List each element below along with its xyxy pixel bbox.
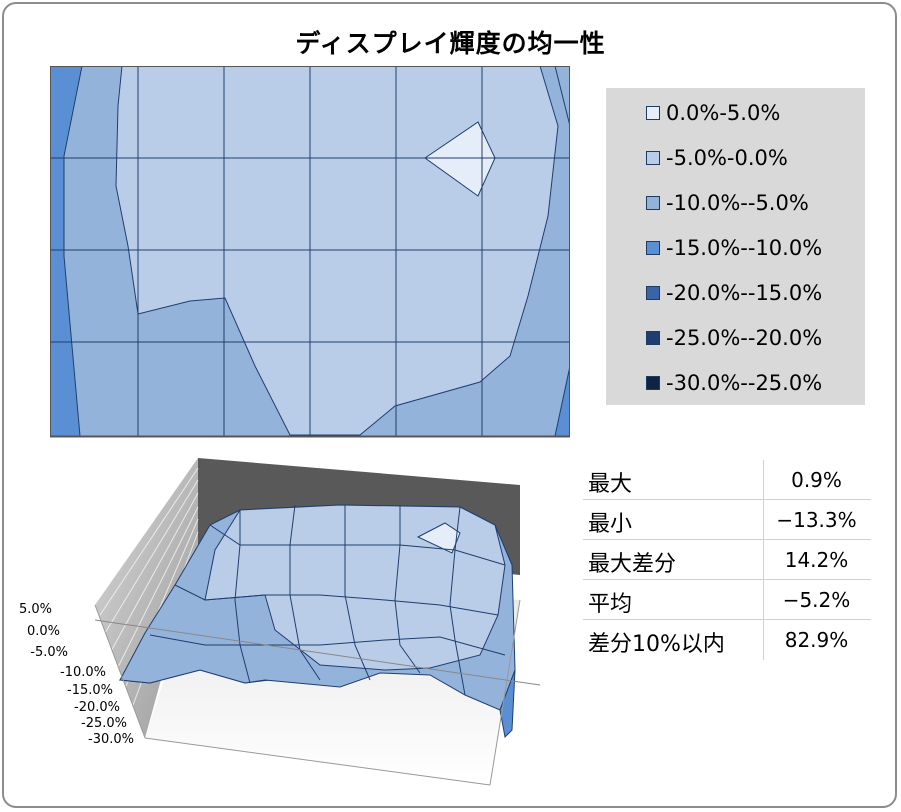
stat-label-min: 最小 — [588, 512, 633, 537]
surface-z-axis — [94, 604, 146, 739]
legend-item: -20.0%--15.0% — [646, 280, 822, 306]
legend-swatch — [646, 331, 660, 345]
stat-value-max-diff: 14.2% — [784, 548, 849, 572]
surface-floor-edge — [144, 737, 491, 786]
legend-swatch — [646, 196, 660, 210]
z-tick-label: -20.0% — [74, 700, 120, 715]
surface-grid — [149, 504, 506, 696]
surface-z-ticks: 5.0% 0.0% -5.0% -10.0% -15.0% -20.0% -25… — [19, 602, 134, 747]
z-tick-label: 0.0% — [27, 624, 60, 639]
stats-table: 最大 0.9% 最小 −13.3% 最大差分 14.2% 平均 −5.2% 差分… — [583, 460, 875, 660]
legend-swatch — [646, 151, 660, 165]
legend-label: -30.0%--25.0% — [666, 371, 823, 395]
contour-grid — [50, 66, 570, 436]
stats-row: 最小 −13.3% — [583, 500, 875, 540]
z-tick-label: 5.0% — [19, 602, 52, 617]
legend-item: -25.0%--20.0% — [646, 325, 822, 351]
stat-label-within-10: 差分10%以内 — [588, 632, 725, 657]
legend-label: -20.0%--15.0% — [666, 281, 823, 305]
legend-label: 0.0%-5.0% — [666, 101, 781, 125]
stats-row: 最大 0.9% — [583, 460, 875, 500]
legend-item: -10.0%--5.0% — [646, 190, 809, 216]
surface-zero-plane-line — [94, 619, 541, 686]
legend-swatch — [646, 241, 660, 255]
stats-row: 最大差分 14.2% — [583, 540, 875, 580]
z-tick-label: -30.0% — [88, 732, 134, 747]
legend-item: 0.0%-5.0% — [646, 100, 780, 126]
stat-value-max: 0.9% — [791, 468, 842, 492]
legend-swatch — [646, 286, 660, 300]
z-tick-label: -5.0% — [30, 645, 68, 660]
legend-item: -15.0%--10.0% — [646, 235, 822, 261]
legend-item: -5.0%-0.0% — [646, 145, 788, 171]
surface-right-edge — [499, 669, 516, 739]
stat-value-within-10: 82.9% — [784, 628, 849, 652]
stat-value-average: −5.2% — [782, 588, 851, 612]
stats-row: 差分10%以内 82.9% — [583, 620, 875, 660]
surface-chart: 5.0% 0.0% -5.0% -10.0% -15.0% -20.0% -25… — [19, 458, 541, 786]
stat-label-max: 最大 — [588, 472, 633, 497]
stat-label-average: 平均 — [588, 592, 633, 617]
legend-label: -25.0%--20.0% — [666, 326, 823, 350]
stat-value-min: −13.3% — [776, 508, 857, 532]
surface-left-wall — [95, 458, 198, 738]
z-tick-label: -10.0% — [60, 665, 106, 680]
stats-divider — [763, 460, 764, 660]
legend-label: -10.0%--5.0% — [666, 191, 809, 215]
z-tick-label: -25.0% — [81, 716, 127, 731]
legend-label: -5.0%-0.0% — [666, 146, 788, 170]
chart-title: ディスプレイ輝度の均一性 — [295, 29, 606, 58]
surface-peak — [416, 522, 461, 554]
legend-item: -30.0%--25.0% — [646, 370, 822, 396]
legend-swatch — [646, 106, 660, 120]
stats-row: 平均 −5.2% — [583, 580, 875, 620]
contour-map — [50, 66, 570, 438]
legend-label: -15.0%--10.0% — [666, 236, 823, 260]
z-tick-label: -15.0% — [67, 683, 113, 698]
legend-swatch — [646, 376, 660, 390]
contour-band-top-right — [554, 66, 570, 127]
legend: 0.0%-5.0% -5.0%-0.0% -10.0%--5.0% -15.0%… — [606, 88, 865, 405]
stat-label-max-diff: 最大差分 — [588, 552, 677, 577]
